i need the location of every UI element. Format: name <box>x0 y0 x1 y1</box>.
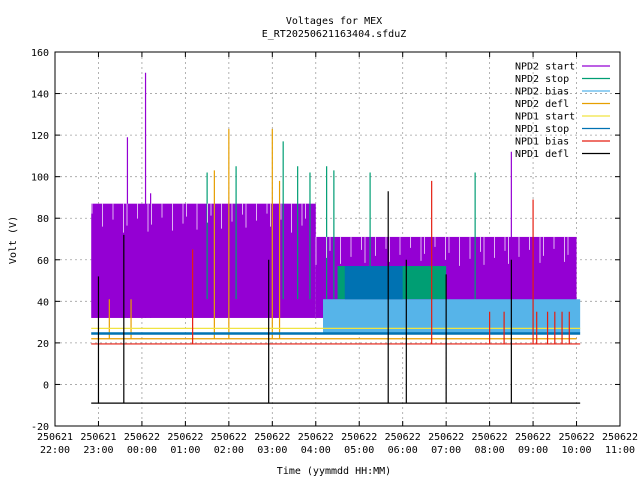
x-tick-label-date: 250622 <box>385 432 421 443</box>
series-npd1-defl <box>91 191 581 404</box>
x-tick-label-date: 250621 <box>37 432 73 443</box>
legend-label: NPD1 start <box>515 112 575 123</box>
series-band <box>344 266 403 300</box>
x-tick-label-date: 250621 <box>80 432 116 443</box>
x-tick-label-time: 02:00 <box>214 445 244 456</box>
legend-label: NPD2 stop <box>515 74 569 85</box>
plot-frame <box>54 51 621 427</box>
chart-title: Voltages for MEX <box>286 16 382 27</box>
legend-label: NPD2 defl <box>515 99 569 110</box>
x-tick-label-time: 22:00 <box>40 445 70 456</box>
legend-label: NPD1 defl <box>515 149 569 160</box>
x-tick-label-time: 06:00 <box>388 445 418 456</box>
y-axis-label: Volt (V) <box>8 216 19 264</box>
x-tick-label-time: 00:00 <box>127 445 157 456</box>
axis-tick-labels: -20 0 20 40 60 80 100 120 140 160 250621 22:00 25062… <box>31 48 638 456</box>
series-band <box>91 203 316 318</box>
y-tick-label: 140 <box>31 90 49 101</box>
x-tick-label-time: 04:00 <box>301 445 331 456</box>
chart-subtitle: E_RT20250621163404.sfduZ <box>262 29 407 40</box>
x-tick-label-date: 250622 <box>254 432 290 443</box>
series-npd2-defl <box>91 128 577 340</box>
x-tick-label-time: 03:00 <box>257 445 287 456</box>
x-tick-label-date: 250622 <box>341 432 377 443</box>
legend-label: NPD2 bias <box>515 87 569 98</box>
x-tick-label-date: 250622 <box>558 432 594 443</box>
x-tick-label-time: 07:00 <box>431 445 461 456</box>
y-tick-label: 120 <box>31 131 49 142</box>
y-tick-label: 40 <box>37 297 49 308</box>
x-tick-label-time: 23:00 <box>83 445 113 456</box>
series-layer <box>91 72 581 404</box>
x-tick-label-date: 250622 <box>124 432 160 443</box>
y-tick-label: -20 <box>31 422 49 433</box>
y-tick-label: 160 <box>31 48 49 59</box>
x-tick-label-time: 08:00 <box>475 445 505 456</box>
y-tick-label: 20 <box>37 339 49 350</box>
y-tick-label: 80 <box>37 214 49 225</box>
x-tick-label-date: 250622 <box>515 432 551 443</box>
y-tick-label: 100 <box>31 173 49 184</box>
x-tick-label-date: 250622 <box>428 432 464 443</box>
series-npd2-bias <box>323 299 581 333</box>
x-axis-label: Time (yymmdd HH:MM) <box>277 466 391 477</box>
legend-label: NPD1 bias <box>515 137 569 148</box>
series-npd1-stop <box>91 266 581 335</box>
x-tick-label-time: 11:00 <box>605 445 635 456</box>
y-tick-label: 60 <box>37 256 49 267</box>
x-tick-label-date: 250622 <box>602 432 638 443</box>
x-tick-label-date: 250622 <box>472 432 508 443</box>
x-tick-label-date: 250622 <box>298 432 334 443</box>
series-npd1-bias <box>91 180 581 345</box>
x-tick-label-time: 10:00 <box>561 445 591 456</box>
series-band <box>323 299 581 333</box>
x-tick-label-date: 250622 <box>167 432 203 443</box>
legend-label: NPD2 start <box>515 62 575 73</box>
npd2-start-texture <box>91 203 569 266</box>
x-tick-label-time: 05:00 <box>344 445 374 456</box>
x-tick-label-time: 01:00 <box>170 445 200 456</box>
y-tick-label: 0 <box>43 380 49 391</box>
x-tick-label-date: 250622 <box>211 432 247 443</box>
legend-label: NPD1 stop <box>515 124 569 135</box>
x-tick-label-time: 09:00 <box>518 445 548 456</box>
